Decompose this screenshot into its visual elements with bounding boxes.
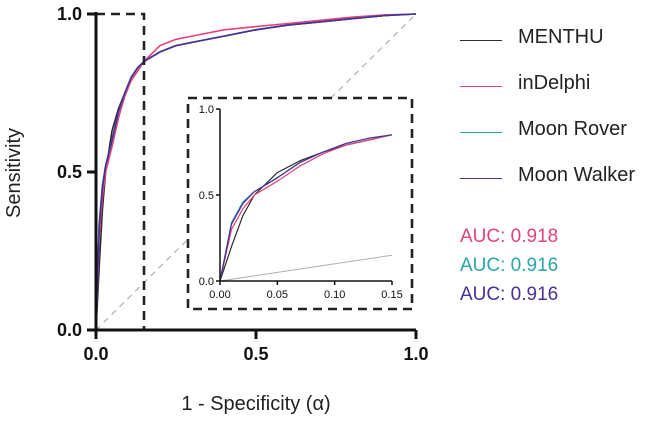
legend-label: Moon Rover — [518, 118, 627, 140]
y-tick-label: 0.0 — [57, 320, 82, 340]
legend-swatch — [460, 132, 502, 133]
x-tick-label: 1.0 — [403, 344, 428, 364]
legend-label: Moon Walker — [518, 164, 636, 186]
inset-series-line-indelphi — [219, 134, 393, 282]
legend-swatch — [460, 40, 502, 41]
inset-x-tick-label: 0.05 — [267, 289, 288, 301]
auc-moon-walker: AUC: 0.916 — [460, 284, 559, 305]
y-axis-title: Sensitivity — [3, 128, 25, 218]
legend-swatch — [460, 86, 502, 87]
inset-x-tick-label: 0.00 — [209, 289, 230, 301]
y-tick-label: 1.0 — [57, 4, 82, 24]
x-tick-label: 0.0 — [83, 344, 108, 364]
zoom-region-box — [94, 12, 146, 332]
x-tick-label: 0.5 — [243, 344, 268, 364]
inset-diagonal-reference-line — [219, 254, 393, 282]
inset-x-tick-label: 0.15 — [381, 289, 402, 301]
series-line-moon-walker — [95, 13, 417, 331]
inset-y-tick-label: 0.5 — [199, 190, 214, 202]
inset-y-tick-label: 1.0 — [199, 104, 214, 116]
series-line-indelphi — [95, 13, 417, 331]
inset-x-tick-label: 0.10 — [324, 289, 345, 301]
inset-frame — [186, 96, 414, 311]
legend-swatch — [460, 178, 502, 179]
legend-label: MENTHU — [518, 26, 604, 48]
auc-annotations: AUC: 0.918 AUC: 0.916 AUC: 0.916 — [460, 226, 558, 313]
x-axis-title: 1 - Specificity (α) — [181, 393, 330, 415]
legend-label: inDelphi — [518, 72, 591, 94]
auc-moon-rover: AUC: 0.916 — [460, 255, 559, 276]
inset-y-tick-label: 0.0 — [199, 276, 214, 288]
inset-series-line-moon-walker — [219, 134, 393, 282]
inset-background — [188, 98, 412, 309]
y-tick-label: 0.5 — [57, 162, 82, 182]
auc-indelphi: AUC: 0.918 — [460, 226, 559, 247]
